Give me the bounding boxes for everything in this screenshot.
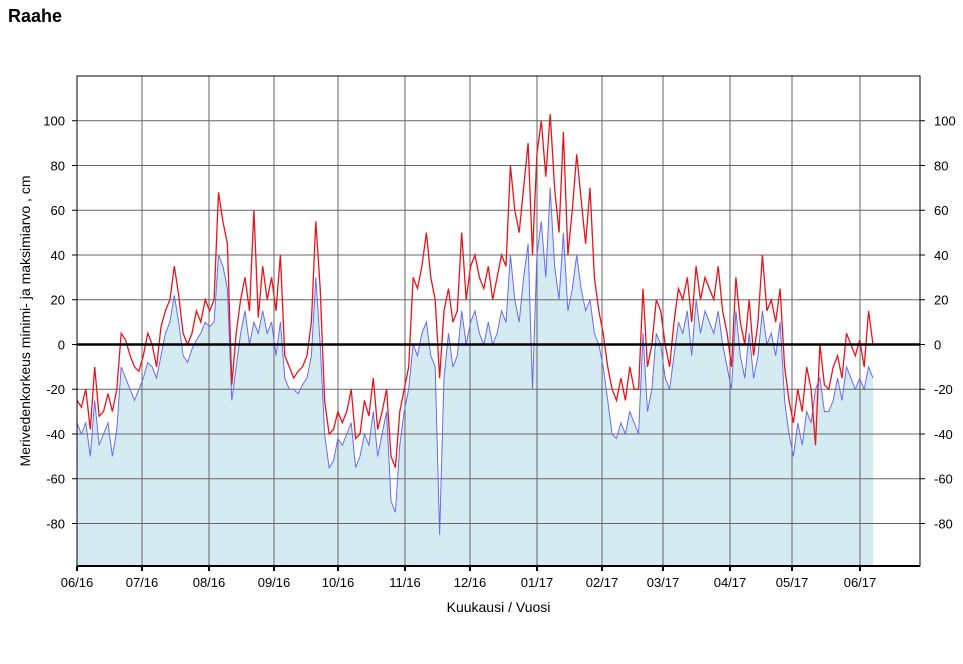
y-tick-label-left: 20 [51,293,65,308]
x-tick-label: 12/16 [454,575,487,590]
y-axis-label: Merivedenkorkeus minimi- ja maksimiarvo … [17,176,33,467]
y-tick-label-right: -20 [934,382,953,397]
x-tick-label: 03/17 [647,575,680,590]
x-tick-label: 10/16 [322,575,355,590]
x-tick-label: 02/17 [586,575,619,590]
y-tick-label-right: 40 [934,248,948,263]
x-tick-label: 11/16 [389,575,421,590]
y-tick-label-right: -40 [934,427,953,442]
y-tick-label-right: 80 [934,158,948,173]
series-layer [76,113,874,535]
y-tick-label-left: 40 [51,248,65,263]
x-tick-label: 08/16 [193,575,226,590]
x-tick-label: 04/17 [714,575,747,590]
y-tick-label-left: 60 [51,203,65,218]
max-series-line [76,113,874,468]
y-tick-label-right: 20 [934,293,948,308]
x-tick-label: 01/17 [521,575,554,590]
y-tick-label-right: 100 [934,114,956,129]
y-tick-label-right: -60 [934,472,953,487]
x-tick-label: 06/16 [61,575,94,590]
min-series-line [76,187,874,535]
x-tick-label: 09/16 [258,575,291,590]
y-tick-label-left: 80 [51,158,65,173]
min-area-fill-layer [77,187,873,566]
y-tick-label-right: 60 [934,203,948,218]
x-tick-label: 05/17 [776,575,809,590]
y-tick-label-left: -80 [46,516,65,531]
min-area-fill [77,187,873,566]
y-tick-label-right: -80 [934,516,953,531]
tick-label-layer: -80 -80 -60 -60 -40 -40 -20 -20 0 0 20 20 40 40 60 60 80… [43,114,955,590]
plot-frame-layer [76,75,921,567]
x-tick-label: 06/17 [844,575,877,590]
y-tick-label-left: -40 [46,427,65,442]
y-tick-label-left: -60 [46,472,65,487]
y-tick-label-left: 0 [58,337,65,352]
y-tick-label-left: -20 [46,382,65,397]
x-tick-label: 07/16 [126,575,159,590]
y-tick-label-right: 0 [934,337,941,352]
x-axis-label: Kuukausi / Vuosi [447,599,551,615]
station-title: Raahe [8,6,63,26]
y-tick-label-left: 100 [43,114,65,129]
